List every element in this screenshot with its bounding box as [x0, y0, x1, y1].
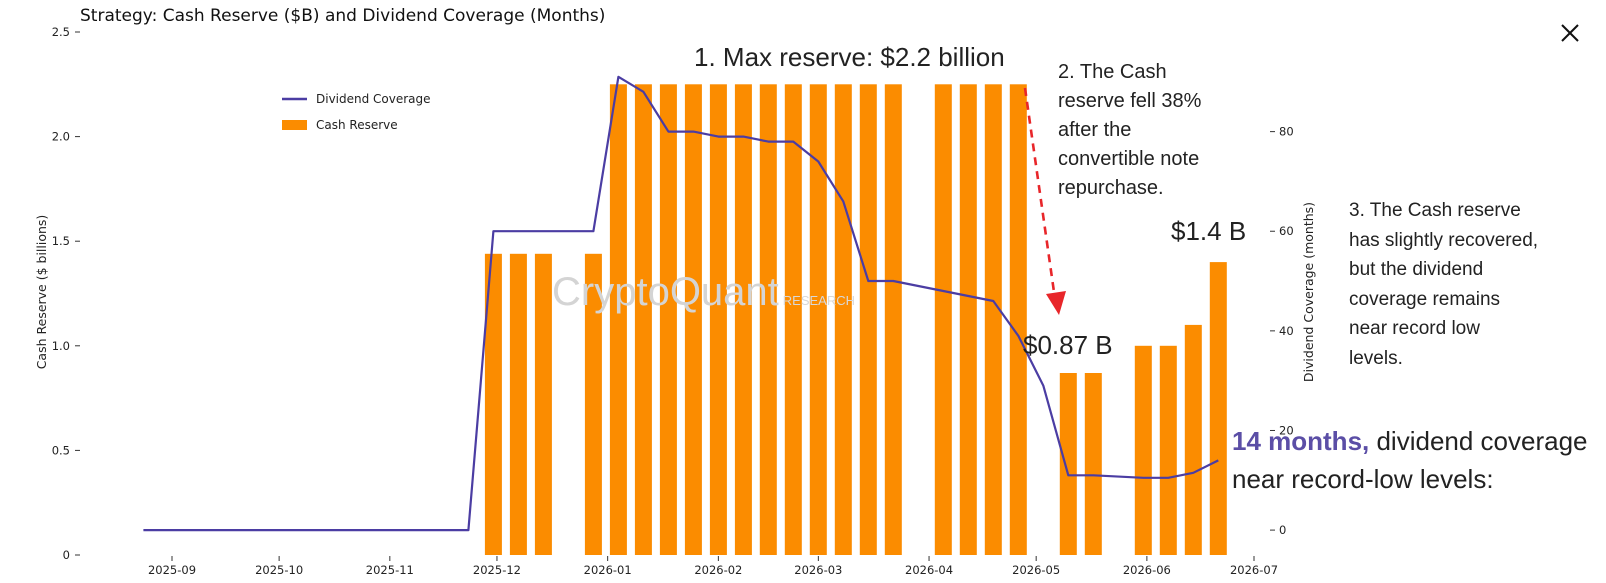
y-tick-label: 0.5 — [52, 443, 70, 457]
right-axis: 0 20 40 60 80 — [1270, 125, 1294, 537]
cash-reserve-bar — [1084, 373, 1102, 555]
x-tick-label: 2025-10 — [255, 563, 303, 577]
coverage-rest-1: dividend coverage — [1369, 426, 1588, 456]
cash-reserve-bar — [859, 84, 877, 556]
cash-reserve-bar — [484, 253, 502, 556]
x-tick-label: 2026-01 — [584, 563, 632, 577]
y-axis-label-left: Cash Reserve ($ billions) — [34, 215, 49, 370]
coverage-highlight: 14 months, — [1232, 426, 1370, 456]
legend-label-cash: Cash Reserve — [316, 118, 398, 132]
cash-reserve-bar — [1009, 84, 1027, 556]
left-axis: 0 0.5 1.0 1.5 2.0 2.5 — [52, 25, 80, 562]
y-right-tick-label: 40 — [1279, 324, 1294, 338]
cash-reserve-bar — [1184, 324, 1202, 555]
y-axis-label-right: Dividend Coverage (months) — [1301, 202, 1316, 382]
y-right-tick-label: 20 — [1279, 423, 1294, 437]
label-1-4b: $1.4 B — [1171, 216, 1247, 246]
x-tick-label: 2025-11 — [366, 563, 414, 577]
x-tick-label: 2026-06 — [1123, 563, 1171, 577]
y-right-tick-label: 0 — [1279, 523, 1286, 537]
legend: Dividend Coverage Cash Reserve — [282, 92, 431, 132]
y-right-tick-label: 80 — [1279, 125, 1294, 139]
arrow-head — [1046, 291, 1066, 315]
x-tick-label: 2025-09 — [148, 563, 196, 577]
x-tick-label: 2026-02 — [694, 563, 742, 577]
cash-reserve-bar — [1134, 345, 1152, 555]
cash-reserve-bar — [884, 84, 902, 556]
cash-reserve-bar — [959, 84, 977, 556]
watermark: CryptoQuant RESEARCH — [552, 270, 855, 315]
cash-reserve-bar — [709, 84, 727, 556]
cash-reserve-bar — [684, 84, 702, 556]
cash-reserve-bar — [759, 84, 777, 556]
x-tick-label: 2026-07 — [1230, 563, 1278, 577]
annotation-coverage: 14 months, dividend coverage near record-… — [1232, 422, 1588, 498]
y-tick-label: 0 — [63, 548, 70, 562]
cash-reserve-bar — [659, 84, 677, 556]
cash-reserve-bar — [634, 84, 652, 556]
coverage-rest-2: near record-low levels: — [1232, 464, 1494, 494]
x-tick-label: 2026-04 — [905, 563, 953, 577]
label-0-87b: $0.87 B — [1023, 330, 1113, 360]
close-button[interactable] — [1555, 18, 1585, 48]
y-tick-label: 1.0 — [52, 339, 70, 353]
y-tick-label: 2.0 — [52, 130, 70, 144]
cash-reserve-bar — [509, 253, 527, 556]
cash-reserve-bars — [484, 84, 1227, 556]
y-right-tick-label: 60 — [1279, 224, 1294, 238]
legend-label-coverage: Dividend Coverage — [316, 92, 431, 106]
cash-reserve-bar — [1159, 345, 1177, 555]
watermark-sub: RESEARCH — [782, 293, 856, 308]
cash-reserve-bar — [734, 84, 752, 556]
x-tick-label: 2025-12 — [473, 563, 521, 577]
x-axis: 2025-09 2025-10 2025-11 2025-12 2026-01 2026-… — [148, 556, 1278, 577]
y-tick-label: 1.5 — [52, 234, 70, 248]
cash-reserve-bar — [784, 84, 802, 556]
annotation-cash-fell: 2. The Cash reserve fell 38% after the c… — [1058, 61, 1202, 199]
cash-reserve-bar — [809, 84, 827, 556]
legend-bar-swatch — [282, 120, 307, 130]
x-tick-label: 2026-05 — [1012, 563, 1060, 577]
arrow-annotation — [1023, 87, 1056, 293]
annotation-recovered: 3. The Cash reserve has slightly recover… — [1349, 200, 1539, 369]
cash-reserve-bar — [1209, 262, 1227, 555]
cash-reserve-bar — [934, 84, 952, 556]
cash-reserve-bar — [534, 253, 552, 556]
cash-reserve-bar — [984, 84, 1002, 556]
cash-reserve-bar — [1059, 373, 1077, 555]
cash-reserve-bar — [584, 253, 602, 556]
cash-reserve-bar — [834, 84, 852, 556]
annotation-max-reserve: 1. Max reserve: $2.2 billion — [694, 42, 1005, 72]
x-tick-label: 2026-03 — [794, 563, 842, 577]
watermark-brand: CryptoQuant — [552, 270, 779, 314]
chart-title: Strategy: Cash Reserve ($B) and Dividend… — [80, 6, 606, 26]
cash-reserve-bar — [609, 84, 627, 556]
y-tick-label: 2.5 — [52, 25, 70, 39]
close-icon — [1561, 24, 1579, 42]
dividend-coverage-line — [143, 75, 1219, 532]
